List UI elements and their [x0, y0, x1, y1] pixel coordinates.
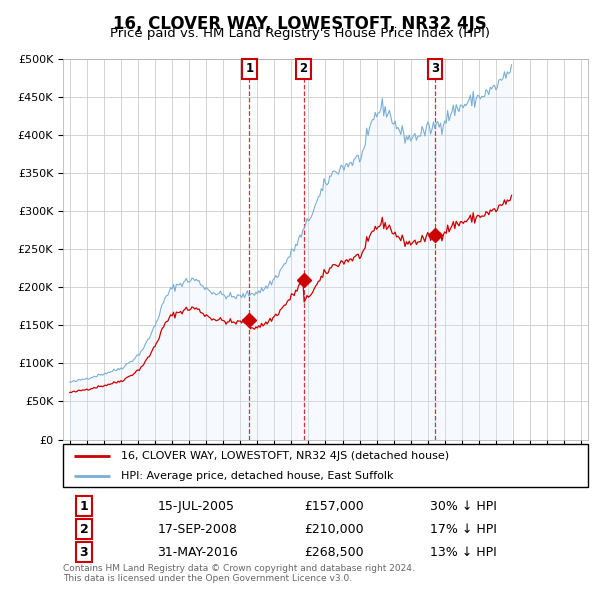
- Text: Price paid vs. HM Land Registry's House Price Index (HPI): Price paid vs. HM Land Registry's House …: [110, 27, 490, 40]
- Text: 17% ↓ HPI: 17% ↓ HPI: [431, 523, 497, 536]
- Text: £268,500: £268,500: [305, 546, 364, 559]
- Text: This data is licensed under the Open Government Licence v3.0.: This data is licensed under the Open Gov…: [63, 574, 352, 583]
- Text: 31-MAY-2016: 31-MAY-2016: [157, 546, 238, 559]
- Text: £210,000: £210,000: [305, 523, 364, 536]
- Text: 16, CLOVER WAY, LOWESTOFT, NR32 4JS (detached house): 16, CLOVER WAY, LOWESTOFT, NR32 4JS (det…: [121, 451, 449, 461]
- Text: HPI: Average price, detached house, East Suffolk: HPI: Average price, detached house, East…: [121, 471, 393, 481]
- Text: 16, CLOVER WAY, LOWESTOFT, NR32 4JS: 16, CLOVER WAY, LOWESTOFT, NR32 4JS: [113, 15, 487, 33]
- FancyBboxPatch shape: [63, 444, 588, 487]
- Text: 30% ↓ HPI: 30% ↓ HPI: [431, 500, 497, 513]
- Text: 17-SEP-2008: 17-SEP-2008: [157, 523, 238, 536]
- Text: Contains HM Land Registry data © Crown copyright and database right 2024.: Contains HM Land Registry data © Crown c…: [63, 564, 415, 573]
- Text: 1: 1: [80, 500, 88, 513]
- Text: 2: 2: [80, 523, 88, 536]
- Text: 3: 3: [80, 546, 88, 559]
- Text: 2: 2: [299, 63, 308, 76]
- Text: 3: 3: [431, 63, 439, 76]
- Text: 15-JUL-2005: 15-JUL-2005: [157, 500, 235, 513]
- Text: 13% ↓ HPI: 13% ↓ HPI: [431, 546, 497, 559]
- Text: £157,000: £157,000: [305, 500, 364, 513]
- Text: 1: 1: [245, 63, 254, 76]
